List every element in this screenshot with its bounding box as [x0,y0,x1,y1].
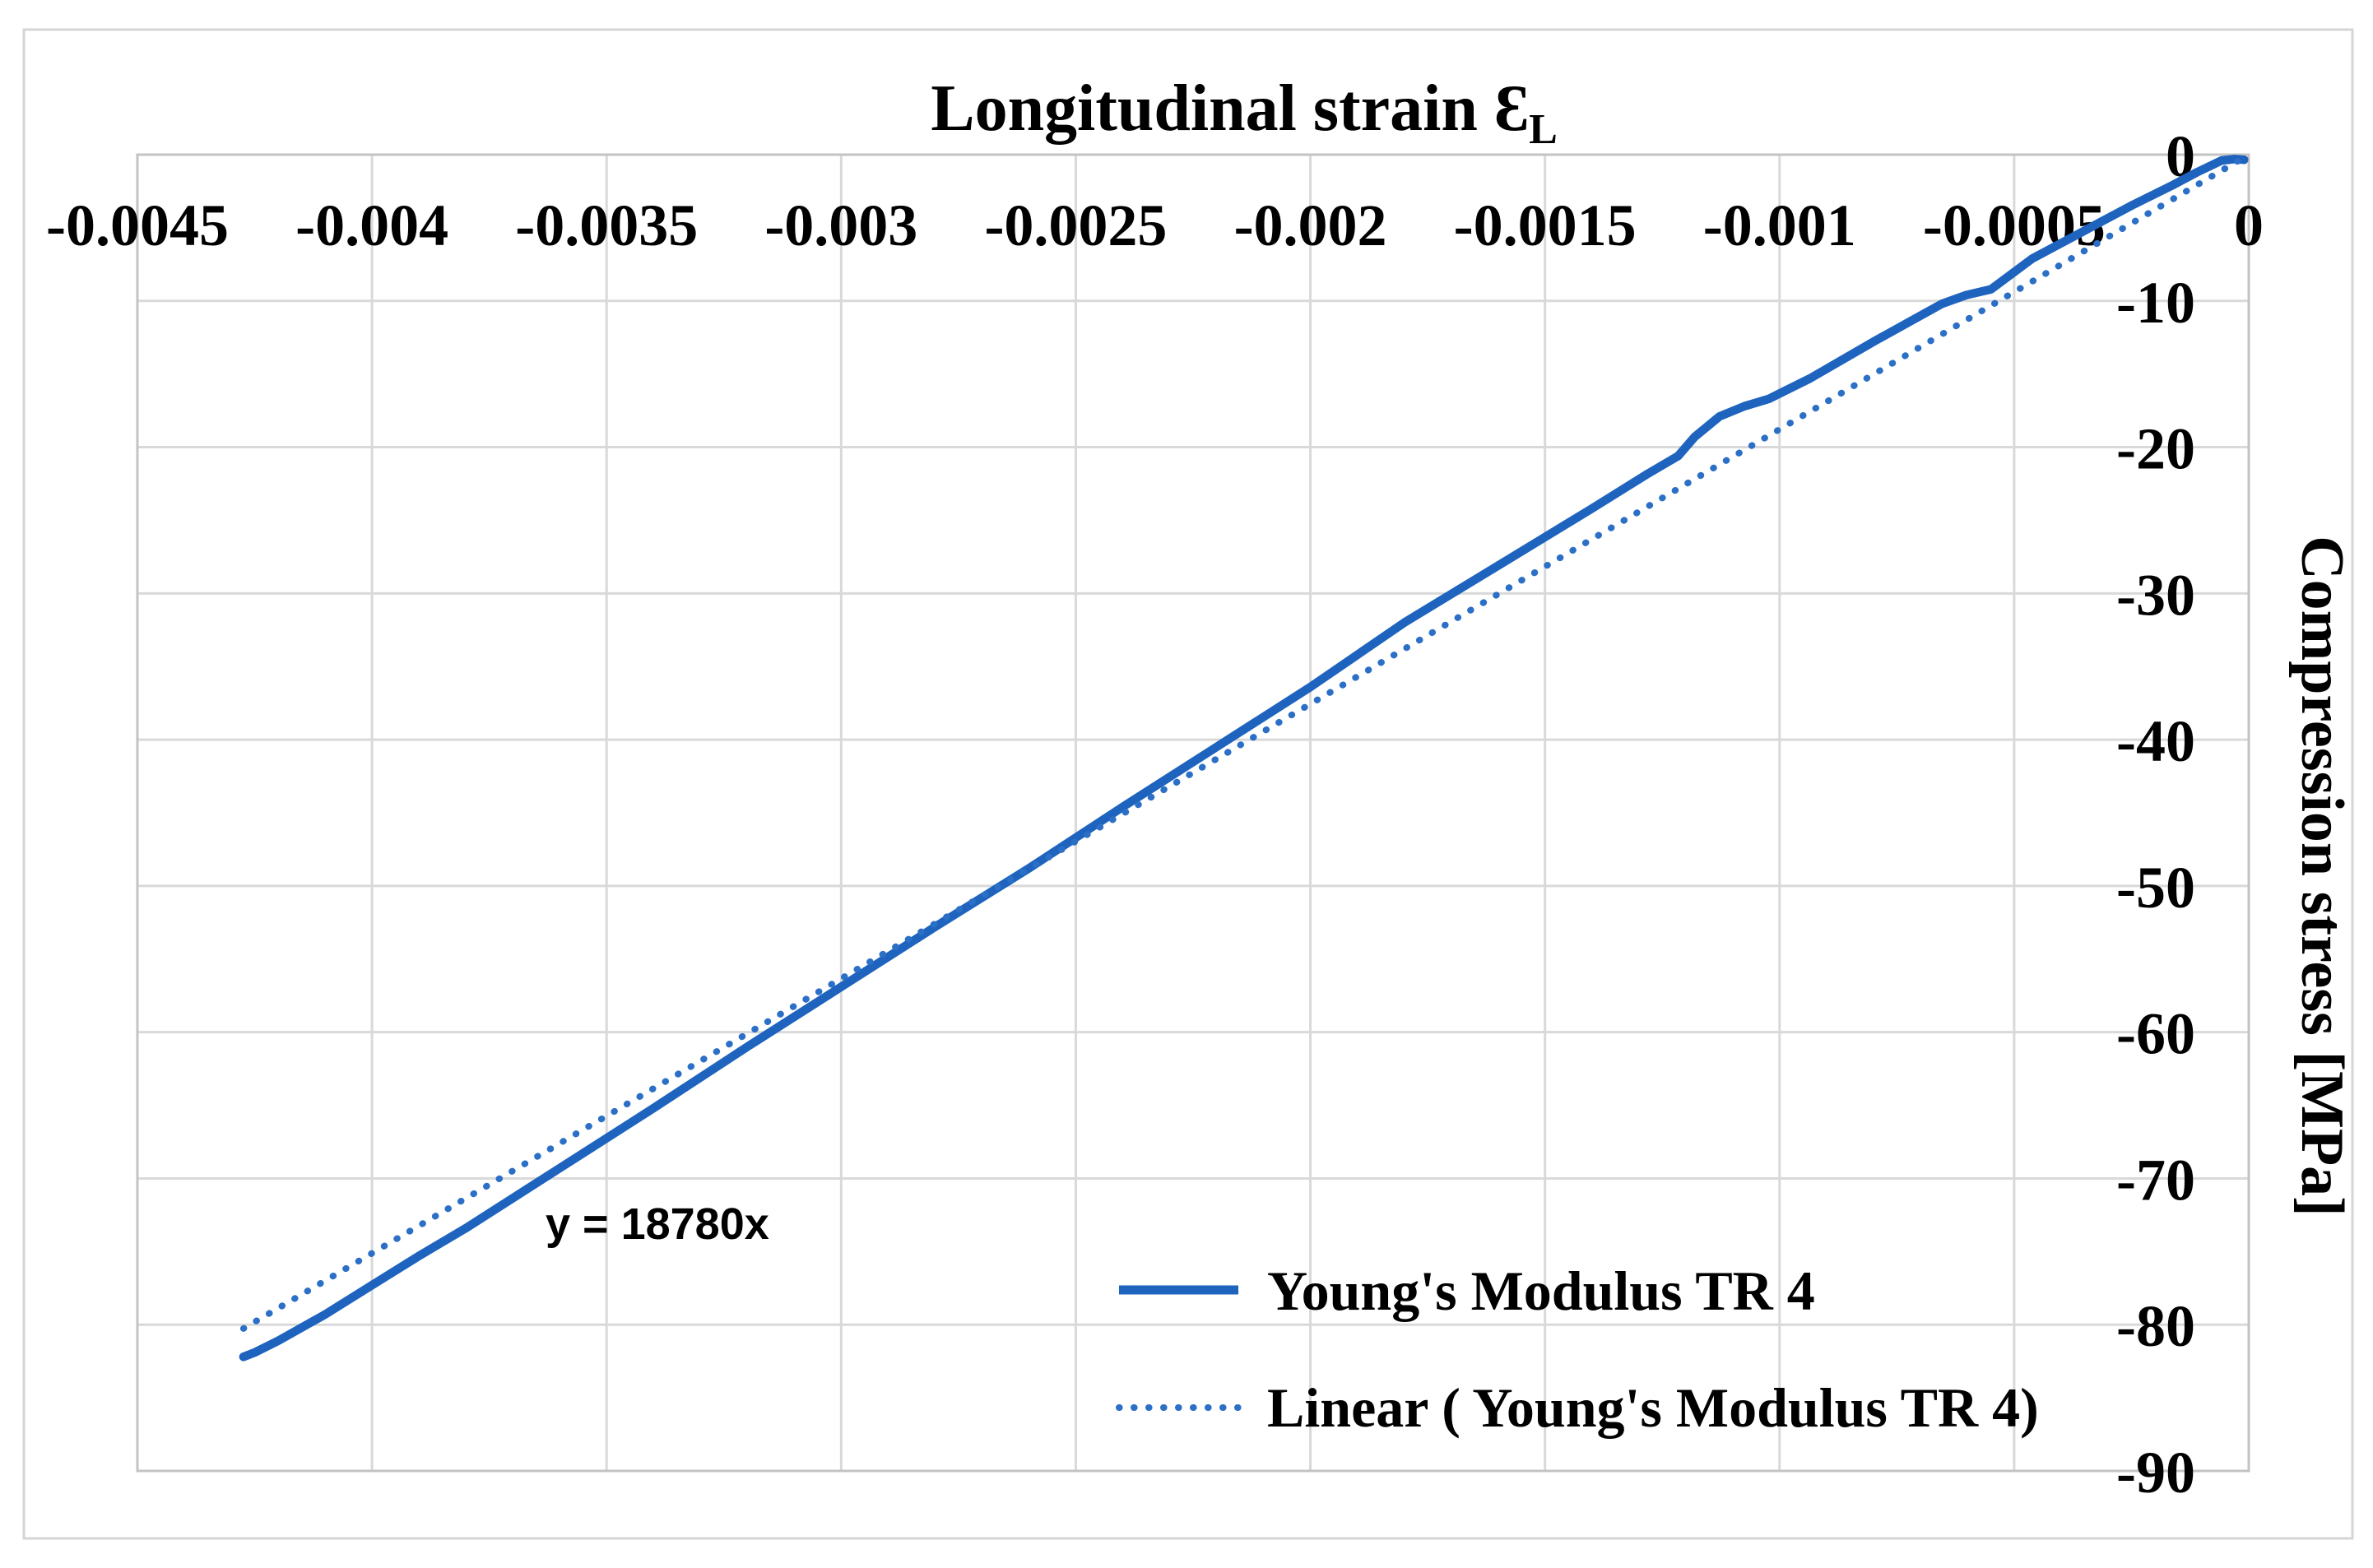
y-axis-tick-labels: 0-10-20-30-40-50-60-70-80-90 [2116,123,2195,1505]
y-tick-label: -90 [2116,1440,2195,1505]
x-axis-title-text: Longitudinal strain [931,72,1494,145]
legend-item-linear: Linear ( Young's Modulus TR 4) [1116,1376,2039,1439]
x-tick-label: -0.004 [295,193,448,258]
x-axis-title: Longitudinal strain ƐL [931,72,1558,153]
x-tick-label: -0.003 [764,193,917,258]
legend-item-solid: Young's Modulus TR 4 [1119,1260,1815,1322]
y-tick-label: -80 [2116,1293,2195,1359]
y-tick-label: -70 [2116,1147,2195,1213]
trendline-dotted-linear [239,155,2245,1332]
y-tick-label: -40 [2116,708,2195,774]
y-tick-label: -30 [2116,562,2195,628]
epsilon-subscript: L [1529,106,1558,153]
series-line-youngs-modulus [239,155,2249,1362]
legend-label-series: Young's Modulus TR 4 [1267,1260,1815,1322]
y-tick-label: -50 [2116,855,2195,921]
chart-outer-border [22,28,2354,1540]
y-tick-label: -20 [2116,416,2195,482]
x-tick-label: -0.0015 [1454,193,1637,258]
data-series [239,155,2249,1362]
epsilon-symbol: Ɛ [1494,72,1529,145]
y-tick-label: -10 [2116,270,2195,336]
plot-area-border [136,153,2250,1473]
legend-label-trendline: Linear ( Young's Modulus TR 4) [1267,1376,2039,1439]
x-tick-label: -0.0025 [984,193,1167,258]
x-axis-tick-labels: -0.0045 -0.004 -0.0035 -0.003 -0.0025 -0.002 -… [46,193,2264,258]
x-tick-label: -0.001 [1703,193,1856,258]
x-tick-label: -0.002 [1234,193,1387,258]
y-tick-label: -60 [2116,1001,2195,1067]
gridlines [136,153,2250,1473]
x-tick-label: -0.0035 [515,193,698,258]
x-tick-label: -0.0045 [46,193,229,258]
legend: Young's Modulus TR 4 Linear ( Young's Mo… [1116,1260,2039,1439]
trendline-equation-label: y = 18780x [546,1199,769,1249]
x-tick-label: 0 [2234,193,2264,258]
y-axis-title: Compression stress [MPa] [2288,536,2356,1217]
x-tick-label: -0.0005 [1923,193,2106,258]
